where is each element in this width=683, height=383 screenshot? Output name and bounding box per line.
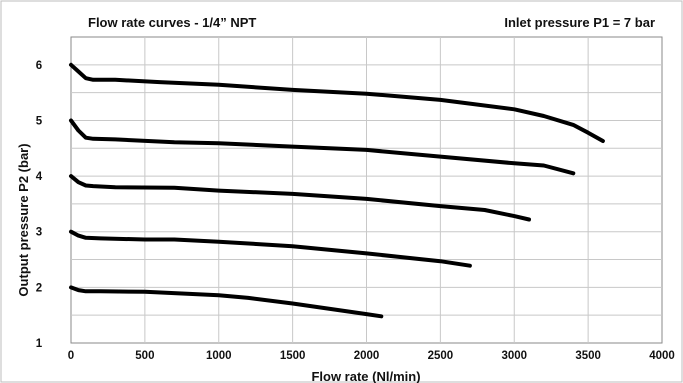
x-axis-label: Flow rate (Nl/min) (311, 369, 420, 383)
inlet-pressure-annotation: Inlet pressure P1 = 7 bar (504, 15, 655, 30)
x-tick-label: 0 (68, 350, 74, 362)
flow-curve-2 (69, 118, 576, 176)
y-tick-label: 5 (36, 115, 43, 127)
x-tick-label: 500 (135, 350, 154, 362)
x-tick-label: 3500 (575, 350, 601, 362)
x-tick-label: 4000 (649, 350, 675, 362)
x-tick-labels: 0 500 1000 1500 2000 2500 3000 3500 4000 (68, 350, 675, 362)
x-tick-label: 1000 (206, 350, 232, 362)
y-tick-label: 2 (36, 282, 42, 294)
y-axis-label: Output pressure P2 (bar) (16, 143, 31, 296)
chart-title: Flow rate curves - 1/4” NPT (88, 15, 256, 30)
gridlines (71, 37, 662, 343)
y-tick-label: 4 (36, 171, 43, 183)
series-group (69, 62, 605, 319)
x-tick-label: 2000 (354, 350, 380, 362)
x-tick-label: 1500 (280, 350, 306, 362)
y-tick-label: 6 (36, 60, 42, 72)
x-tick-label: 2500 (428, 350, 454, 362)
y-tick-labels: 1 2 3 4 5 6 (36, 60, 43, 350)
y-tick-label: 1 (36, 338, 43, 350)
flow-curve-4 (69, 229, 472, 268)
x-tick-label: 3000 (501, 350, 527, 362)
flow-curve-3 (69, 174, 531, 222)
y-tick-label: 3 (36, 227, 42, 239)
flow-curve-1 (69, 62, 605, 143)
flow-curve-5 (69, 285, 384, 319)
